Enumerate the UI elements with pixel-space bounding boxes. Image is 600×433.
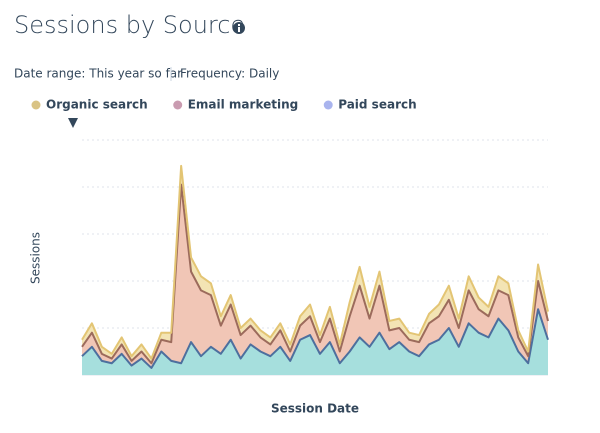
area xyxy=(82,309,548,375)
area xyxy=(82,165,548,364)
area-line xyxy=(81,164,549,360)
y-axis-label: Sessions xyxy=(29,232,43,284)
legend-caret[interactable] xyxy=(68,118,78,128)
area-line xyxy=(81,183,549,365)
legend-swatch[interactable] xyxy=(31,100,41,110)
x-axis-label: Session Date xyxy=(271,402,359,416)
legend-label[interactable]: Email marketing xyxy=(188,98,299,112)
chart-title: Sessions by Source xyxy=(14,11,245,39)
area-line xyxy=(81,308,549,369)
frequency: Frequency: Daily xyxy=(180,67,279,81)
legend-label[interactable]: Organic search xyxy=(46,98,148,112)
legend-swatch[interactable] xyxy=(173,100,183,110)
legend-label[interactable]: Paid search xyxy=(338,98,416,112)
legend-swatch[interactable] xyxy=(323,100,333,110)
info-icon[interactable] xyxy=(233,22,245,34)
date-range: Date range: This year so far xyxy=(14,67,182,81)
